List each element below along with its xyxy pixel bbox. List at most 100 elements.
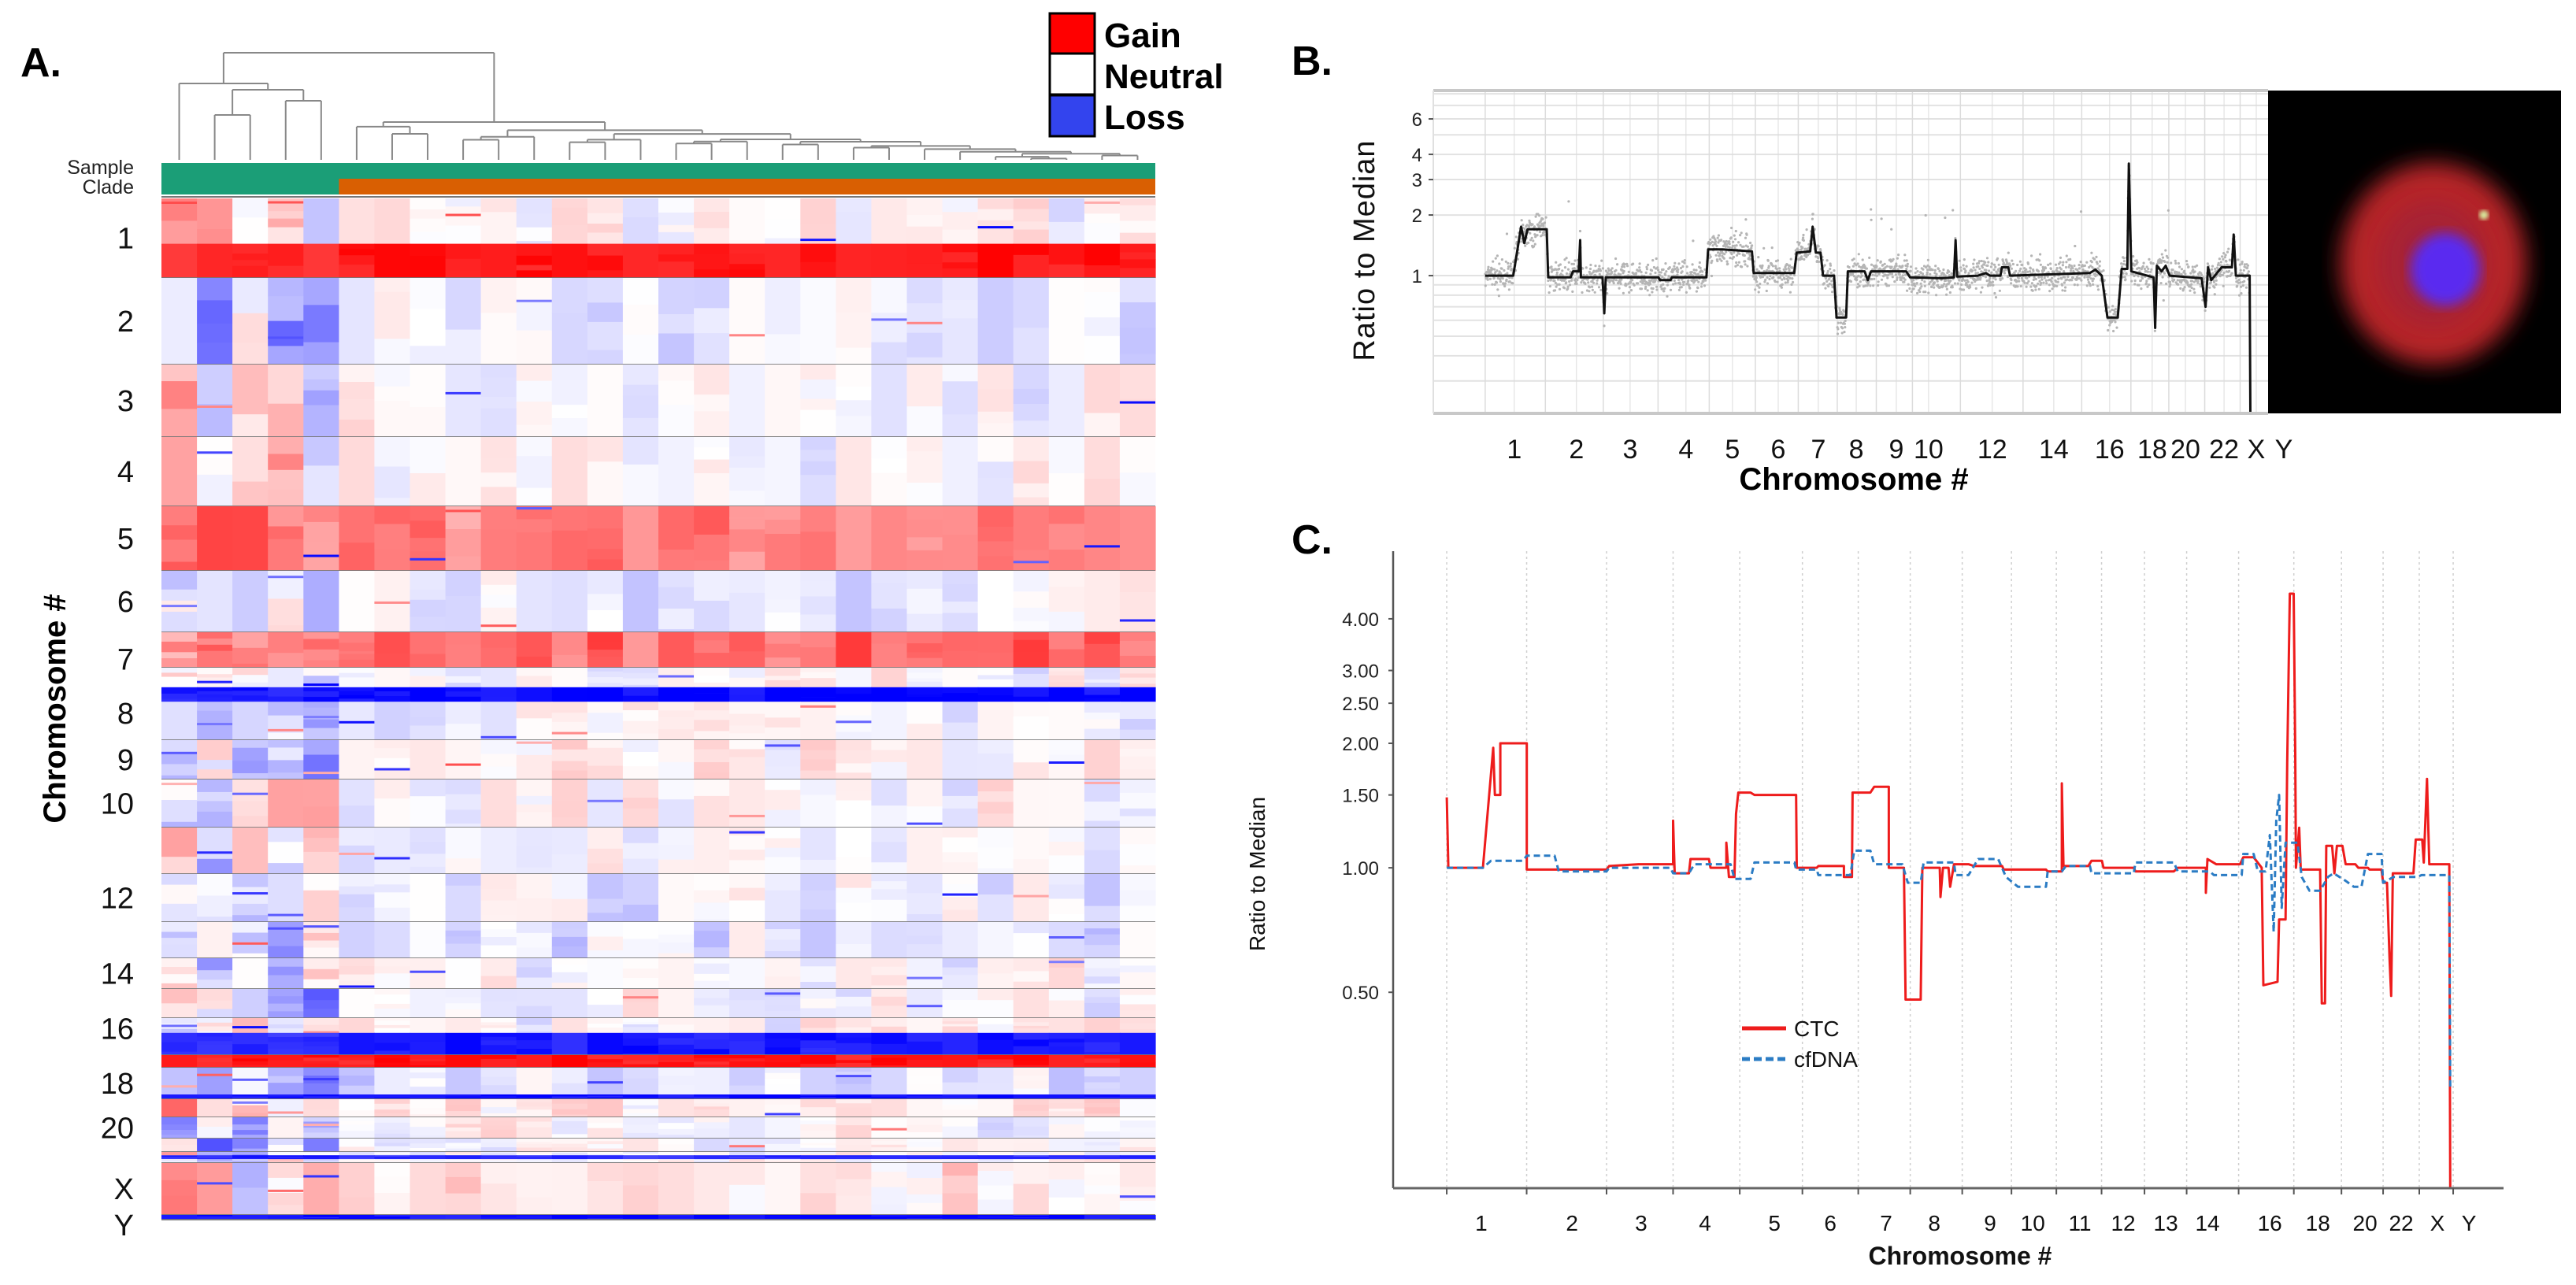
heatmap-cell — [1119, 259, 1156, 268]
heatmap-cell — [587, 506, 624, 529]
heatmap-cell — [445, 1032, 482, 1056]
scatter-point — [1551, 268, 1554, 272]
scatter-point — [1650, 279, 1653, 282]
heatmap-cell — [410, 1127, 447, 1136]
scatter-point — [1623, 265, 1626, 268]
heatmap-cell — [374, 632, 411, 654]
heatmap-cell — [942, 1163, 979, 1176]
heatmap-cell — [765, 766, 801, 780]
scatter-point — [2070, 279, 2074, 282]
heatmap-cell — [516, 265, 553, 271]
sample-clade-label-line2: Clade — [83, 176, 134, 198]
heatmap-cell — [1013, 1155, 1050, 1157]
heatmap-cell — [765, 586, 801, 600]
heatmap-cell — [729, 1145, 765, 1148]
heatmap-cell — [551, 1068, 588, 1084]
heatmap-cell — [197, 811, 233, 828]
heatmap-cell — [232, 1032, 269, 1045]
scatter-point — [1691, 263, 1694, 266]
heatmap-cell — [374, 1003, 411, 1009]
heatmap-cell — [800, 596, 836, 615]
scatter-point — [2176, 279, 2179, 282]
heatmap-cell — [268, 696, 304, 702]
scatter-point — [1498, 262, 1501, 265]
heatmap-cell — [622, 1099, 659, 1106]
heatmap-cell — [303, 1024, 339, 1031]
heatmap-cell — [1013, 229, 1050, 244]
heatmap-cell — [1013, 933, 1050, 948]
heatmap-cell — [1048, 632, 1085, 650]
heatmap-cell — [516, 1005, 553, 1019]
scatter-point — [1648, 294, 1651, 297]
heatmap-cell — [480, 487, 517, 507]
heatmap-cell — [871, 608, 908, 633]
heatmap-cell — [729, 835, 765, 850]
scatter-point — [2040, 278, 2044, 281]
cell-fluorescence-image — [2268, 91, 2561, 413]
scatter-point — [1744, 218, 1748, 221]
heatmap-cell — [161, 857, 198, 875]
scatter-point — [1591, 288, 1594, 291]
scatter-point — [1672, 283, 1675, 286]
heatmap-cell — [658, 934, 695, 943]
heatmap-cell — [622, 365, 659, 386]
heatmap-cell — [1048, 989, 1085, 1001]
heatmap-cell — [587, 828, 624, 850]
scatter-point — [2203, 309, 2207, 313]
heatmap-cell — [551, 668, 588, 688]
scatter-point — [2090, 251, 2093, 254]
heatmap-cell — [871, 842, 908, 863]
heatmap-cell — [729, 814, 765, 817]
heatmap-cell — [303, 1124, 339, 1127]
heatmap-cell — [551, 1059, 588, 1068]
x-tick-label: 7 — [1880, 1211, 1892, 1235]
heatmap-cell — [694, 989, 730, 998]
scatter-point — [1620, 278, 1623, 281]
heatmap-cell — [161, 958, 198, 968]
heatmap-cell — [232, 1152, 269, 1154]
scatter-point — [1484, 284, 1487, 287]
heatmap-cell — [516, 1157, 553, 1160]
heatmap-cell — [1119, 268, 1156, 279]
heatmap-cell — [197, 801, 233, 813]
heatmap-cell — [232, 958, 269, 990]
heatmap-cell — [516, 656, 553, 668]
heatmap-cell — [800, 243, 836, 263]
heatmap-cell — [410, 278, 447, 309]
scatter-point — [2032, 269, 2035, 272]
heatmap-cell — [161, 525, 198, 540]
scatter-point — [2162, 298, 2165, 302]
heatmap-cell — [765, 1117, 801, 1139]
heatmap-cell — [268, 1189, 304, 1192]
heatmap-cell — [765, 1113, 801, 1116]
scatter-point — [2148, 283, 2151, 287]
scatter-point — [1825, 272, 1829, 275]
scatter-point — [1597, 286, 1601, 289]
heatmap-cell — [836, 1068, 873, 1072]
scatter-point — [1904, 273, 1907, 276]
heatmap-cell — [480, 624, 517, 628]
scatter-point — [1676, 273, 1679, 276]
heatmap-cell — [410, 668, 447, 676]
heatmap-cell — [374, 365, 411, 387]
heatmap-cell — [694, 1159, 730, 1161]
scatter-point — [2211, 265, 2215, 268]
heatmap-cell — [197, 1009, 233, 1019]
scatter-point — [1729, 246, 1732, 249]
scatter-point — [1863, 265, 1866, 268]
scatter-point — [2061, 289, 2064, 292]
heatmap-cell — [658, 799, 695, 828]
heatmap-cell — [765, 1079, 801, 1085]
heatmap-cell — [1119, 506, 1156, 572]
heatmap-cell — [906, 1160, 943, 1164]
heatmap-cell — [480, 810, 517, 828]
heatmap-cell — [906, 1055, 943, 1061]
heatmap-cell — [1119, 922, 1156, 959]
y-tick-label: 4.00 — [1342, 609, 1379, 631]
heatmap-cell — [445, 1131, 482, 1139]
heatmap-cell — [303, 740, 339, 755]
heatmap-cell — [765, 976, 801, 990]
heatmap-cell — [871, 828, 908, 842]
heatmap-cell — [1084, 1155, 1121, 1157]
heatmap-cell — [906, 1216, 943, 1219]
